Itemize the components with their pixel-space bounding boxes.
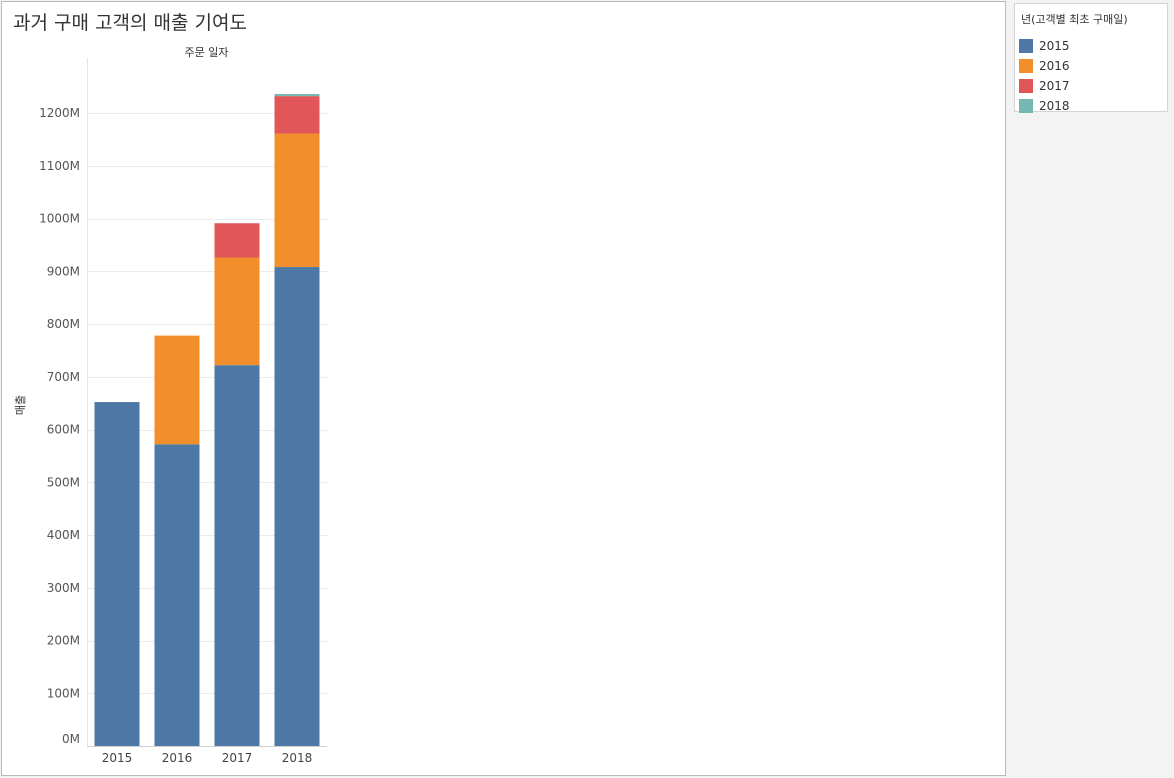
y-tick-label-0M: 0M [62,732,80,746]
y-tick-label-700M: 700M [47,370,80,384]
x-tick-label-2018: 2018 [282,751,313,765]
y-tick-label-1000M: 1000M [39,212,80,226]
x-tick-label-2016: 2016 [162,751,193,765]
bar-2015-segment-2015 [94,402,140,746]
y-tick-label-600M: 600M [47,423,80,437]
y-tick-label-300M: 300M [47,581,80,595]
x-tick-label-2017: 2017 [222,751,253,765]
bar-2018-segment-2015 [274,267,320,746]
y-tick-label-900M: 900M [47,264,80,278]
bar-2017-segment-2015 [214,365,260,746]
legend-label-2016: 2016 [1039,59,1070,73]
bar-2018-segment-2018 [274,94,320,97]
y-tick-label-500M: 500M [47,475,80,489]
legend-item-2015[interactable]: 2015 [1019,38,1070,54]
column-header-label: 주문 일자 [184,46,229,59]
y-tick-label-1200M: 1200M [39,106,80,120]
y-tick-label-800M: 800M [47,317,80,331]
legend-label-2018: 2018 [1039,99,1070,113]
color-legend: 년(고객별 최초 구매일) 2015 2016 2017 2018 [1014,3,1168,114]
legend-title: 년(고객별 최초 구매일) [1021,13,1128,26]
bar-2017-segment-2017 [214,223,260,258]
y-tick-label-200M: 200M [47,634,80,648]
legend-swatch-2015 [1019,39,1033,53]
legend-label-2017: 2017 [1039,79,1070,93]
legend-swatch-2016 [1019,59,1033,73]
y-tick-label-1100M: 1100M [39,159,80,173]
chart-title: 과거 구매 고객의 매출 기여도 [13,12,247,34]
legend-item-2016[interactable]: 2016 [1019,58,1070,74]
bar-2017-segment-2016 [214,257,260,366]
x-tick-label-2015: 2015 [102,751,133,765]
y-tick-label-100M: 100M [47,686,80,700]
legend-item-2018[interactable]: 2018 [1019,98,1070,114]
y-tick-label-400M: 400M [47,528,80,542]
legend-item-2017[interactable]: 2017 [1019,78,1070,94]
bar-2016-segment-2015 [154,444,200,746]
bar-2018-segment-2016 [274,133,320,268]
legend-label-2015: 2015 [1039,39,1070,53]
legend-swatch-2018 [1019,99,1033,113]
bar-2016-segment-2016 [154,335,200,445]
legend-swatch-2017 [1019,79,1033,93]
bar-2018-segment-2017 [274,96,320,134]
